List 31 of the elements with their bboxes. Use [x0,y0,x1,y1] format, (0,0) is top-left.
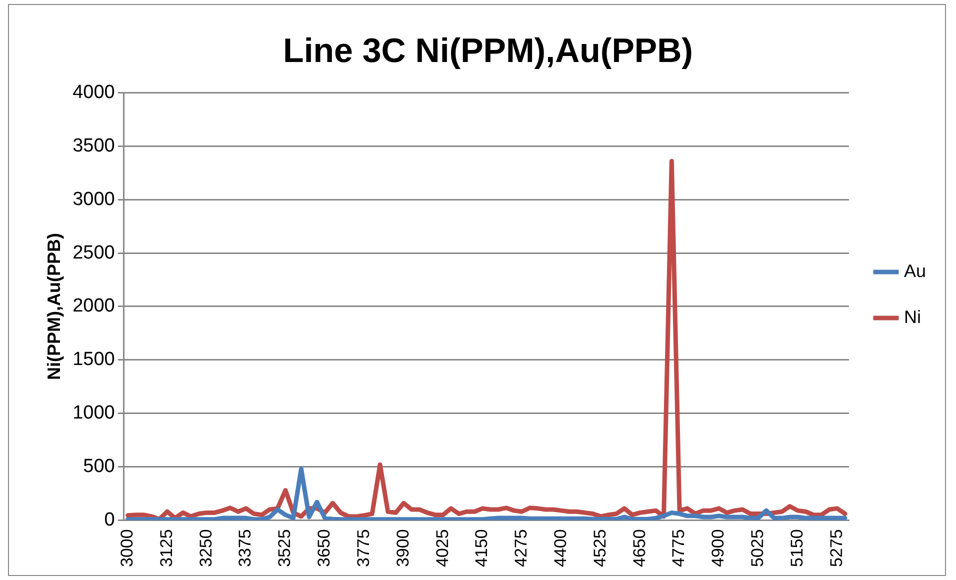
y-tick-label: 3000 [72,188,115,210]
y-tick-label: 0 [104,509,115,530]
y-tick-label: 2000 [72,296,115,317]
x-tick-label: 4900 [708,529,728,568]
x-tick-label: 4025 [432,529,452,568]
x-tick-label: 4275 [512,529,531,568]
x-tick-label: 3900 [393,529,412,568]
x-tick-label: 3375 [236,529,255,568]
y-tick-label: 1000 [72,402,115,424]
x-tick-label: 4650 [630,529,649,568]
x-tick-label: 5025 [748,529,768,568]
x-tick-label: 4525 [590,529,610,568]
legend-label: Ni [904,306,921,327]
legend-label: Au [904,260,926,281]
x-tick-label: 5150 [787,529,806,568]
y-tick-label: 3500 [72,135,115,156]
x-tick-label: 3125 [156,529,176,568]
y-tick-label: 1500 [72,349,115,370]
y-tick-label: 4000 [72,82,115,104]
y-tick-label: 500 [83,456,115,477]
x-tick-label: 4775 [669,529,688,568]
x-tick-label: 3650 [314,529,334,568]
x-tick-label: 4150 [472,529,492,568]
x-tick-label: 3525 [275,529,294,568]
x-tick-label: 5275 [826,529,846,568]
y-axis-title: Ni(PPM),Au(PPB) [44,232,64,380]
x-tick-label: 3775 [354,529,373,568]
y-tick-label: 2500 [72,242,115,264]
chart-title: Line 3C Ni(PPM),Au(PPB) [283,32,693,70]
x-tick-label: 3250 [196,529,216,568]
x-tick-label: 4400 [550,529,570,568]
